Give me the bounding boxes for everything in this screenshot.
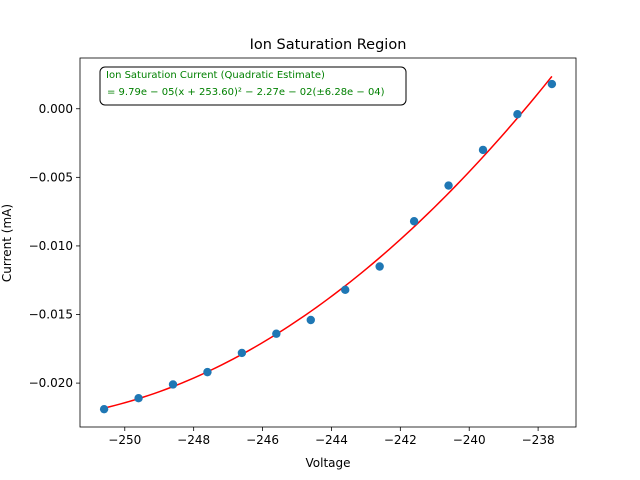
data-point [478,145,488,155]
x-tick-label: −242 [384,433,417,447]
y-tick-label: −0.015 [29,308,73,322]
data-point [134,393,143,403]
fit-curve-layer [103,75,553,409]
y-tick-label: −0.005 [29,170,73,184]
data-point [341,285,350,295]
plot-area [80,58,576,427]
y-axis-ticks: 0.000 −0.005 −0.010 −0.015 −0.020 [29,102,80,390]
annotation-line-2: = 9.79e − 05(x + 253.60)² − 2.27e − 02(±… [107,87,385,98]
y-tick-label: 0.000 [39,102,73,116]
x-tick-label: −246 [246,433,279,447]
y-axis-label: Current (mA) [0,204,14,282]
x-tick-label: −250 [108,433,141,447]
x-axis-label: Voltage [305,456,350,470]
data-point [547,79,557,89]
data-point [513,110,522,119]
data-point [272,329,281,338]
data-point [409,217,419,226]
annotation-line-1: Ion Saturation Current (Quadratic Estima… [106,70,325,81]
fit-annotation: Ion Saturation Current (Quadratic Estima… [99,66,407,106]
data-point [306,315,315,325]
data-point [203,367,212,377]
y-tick-label: −0.020 [29,376,73,390]
annotation-box [99,66,407,106]
plot-frame [79,57,577,428]
x-tick-label: −244 [315,433,348,447]
data-point [168,380,178,389]
y-tick-label: −0.010 [29,239,73,253]
data-point [375,262,384,271]
data-points-layer [99,79,557,414]
x-tick-label: −238 [522,433,555,447]
data-point [99,404,109,414]
x-tick-label: −248 [177,433,210,447]
x-tick-label: −240 [453,433,486,447]
data-point [237,348,247,358]
data-point [444,181,453,190]
x-axis-ticks: −250 −248 −246 −244 −242 −240 −238 [108,427,555,447]
chart-title: Ion Saturation Region [250,37,407,53]
fit-curve-line [103,75,553,409]
